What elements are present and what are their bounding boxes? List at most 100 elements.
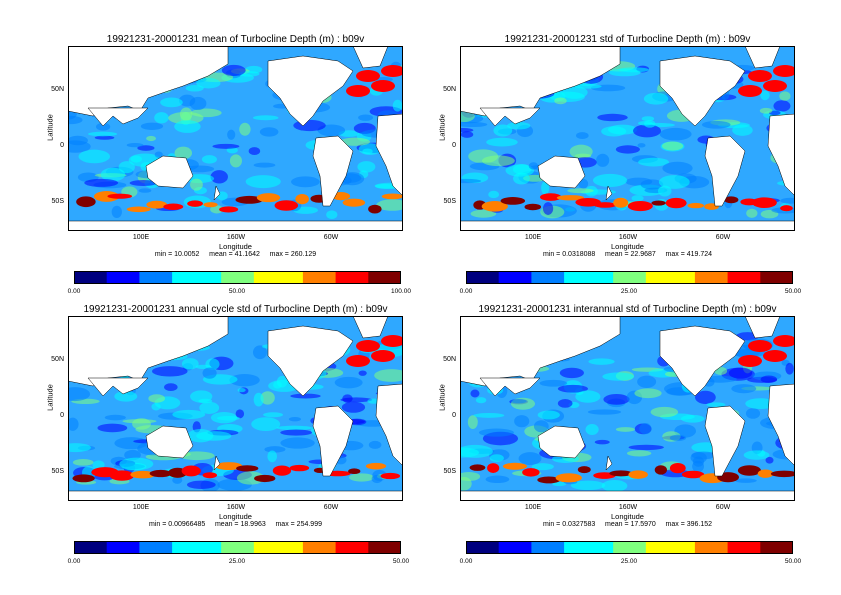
field-blob xyxy=(276,425,313,431)
field-blob-high xyxy=(215,462,243,471)
colorbar-swatch xyxy=(580,271,598,284)
field-blob-high xyxy=(773,335,795,347)
colorbar-swatch xyxy=(629,541,647,554)
field-blob xyxy=(507,122,531,130)
map-frame xyxy=(460,316,795,501)
field-blob xyxy=(473,412,505,418)
field-blob xyxy=(587,409,622,415)
field-blob xyxy=(288,416,302,422)
colorbar-swatch xyxy=(711,271,729,284)
panel-annual-cycle-std: 19921231-20001231 annual cycle std of Tu… xyxy=(0,270,420,567)
field-blob xyxy=(119,457,154,471)
colorbar-swatch xyxy=(155,271,173,284)
colorbar-swatch xyxy=(727,541,745,554)
field-blob-high xyxy=(381,335,403,347)
field-blob-high xyxy=(481,201,508,212)
colorbar-swatch xyxy=(90,271,108,284)
field-blob xyxy=(703,375,737,383)
lon-tick-60w: 60W xyxy=(323,504,339,511)
colorbar-swatch xyxy=(596,541,614,554)
field-blob xyxy=(104,414,126,421)
field-blob xyxy=(554,97,567,105)
colorbar-swatch xyxy=(188,541,206,554)
colorbar-swatch xyxy=(270,271,288,284)
field-blob-high xyxy=(187,200,203,207)
field-blob xyxy=(137,145,155,151)
field-blob-high xyxy=(365,462,387,470)
colorbar-mid: 50.00 xyxy=(228,288,246,295)
field-blob-high xyxy=(289,464,310,472)
colorbar-mid: 25.00 xyxy=(620,288,638,295)
field-blob-high xyxy=(770,470,795,478)
field-blob xyxy=(567,188,594,194)
landmass xyxy=(704,135,746,207)
field-blob xyxy=(154,151,163,158)
field-blob xyxy=(227,129,236,140)
landmass xyxy=(213,455,221,471)
colorbar-swatch xyxy=(531,271,549,284)
field-blob xyxy=(68,443,91,453)
landmass xyxy=(145,425,194,459)
field-blob-high xyxy=(738,355,762,367)
landmass xyxy=(68,220,403,231)
ocean-map xyxy=(68,46,403,231)
field-blob-high xyxy=(500,197,526,205)
colorbar-swatch xyxy=(760,541,778,554)
colorbar-swatch xyxy=(498,271,516,284)
colorbar-swatch xyxy=(204,271,222,284)
lon-tick-100e: 100E xyxy=(524,234,542,241)
field-blob xyxy=(486,137,518,147)
field-blob xyxy=(785,362,794,375)
colorbar-swatch xyxy=(335,541,353,554)
field-blob xyxy=(631,195,644,202)
colorbar-swatch xyxy=(515,271,532,284)
landmass xyxy=(312,405,354,477)
field-blob xyxy=(78,149,111,164)
landmass xyxy=(375,113,403,197)
field-blob xyxy=(557,399,573,408)
colorbar-swatch xyxy=(253,271,271,284)
field-blob xyxy=(132,418,151,430)
field-blob xyxy=(72,459,94,466)
field-blob xyxy=(229,154,242,168)
landmass xyxy=(767,383,795,467)
field-blob xyxy=(633,124,662,138)
field-blob xyxy=(291,176,320,188)
panel-interannual-std: 19921231-20001231 interannual std of Tur… xyxy=(392,270,812,567)
field-blob xyxy=(470,389,480,398)
field-blob-high xyxy=(724,196,739,204)
field-blob-high xyxy=(627,201,653,212)
stats-line: min = 0.00966485 mean = 18.9963 max = 25… xyxy=(149,521,322,528)
field-blob xyxy=(174,120,201,133)
field-blob xyxy=(601,126,627,137)
colorbar-swatch xyxy=(319,541,337,554)
stats-line: min = 0.0327583 mean = 17.5970 max = 396… xyxy=(542,521,713,528)
field-blob xyxy=(602,372,634,381)
colorbar xyxy=(466,541,793,554)
colorbar-swatch xyxy=(743,271,761,284)
field-blob-high xyxy=(737,465,761,476)
field-blob xyxy=(280,429,313,436)
field-blob-high xyxy=(356,340,380,352)
colorbar-swatch xyxy=(466,541,483,554)
lat-tick-50s: 50S xyxy=(51,198,64,205)
colorbar-swatch xyxy=(384,271,401,284)
landmass xyxy=(460,220,795,231)
colorbar-swatch xyxy=(204,541,222,554)
field-blob-high xyxy=(380,472,401,480)
field-blob-high xyxy=(356,70,380,82)
field-blob xyxy=(537,410,560,420)
lat-tick-50s: 50S xyxy=(443,468,456,475)
field-blob xyxy=(603,393,630,405)
field-blob xyxy=(669,434,687,442)
field-blob xyxy=(154,112,169,124)
field-blob xyxy=(597,113,628,122)
field-blob xyxy=(641,116,655,122)
colorbar-swatch xyxy=(74,541,91,554)
field-blob xyxy=(199,401,220,414)
field-blob xyxy=(358,143,382,155)
field-blob-high xyxy=(654,465,668,475)
colorbar-min: 0.00 xyxy=(459,558,473,565)
colorbar-frame xyxy=(74,541,401,554)
field-blob-high xyxy=(681,470,705,479)
